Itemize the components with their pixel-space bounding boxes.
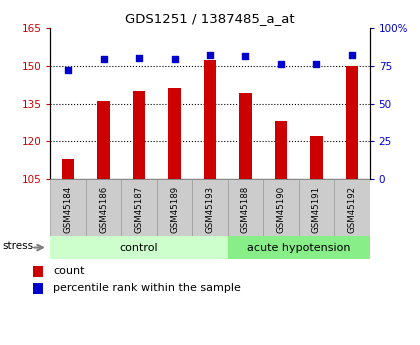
Point [313,61,320,67]
Bar [228,236,370,259]
Point [207,52,213,58]
Point [278,61,284,67]
Bar [33,283,43,294]
Bar [62,159,74,179]
Text: GSM45189: GSM45189 [170,186,179,233]
Bar [310,136,323,179]
Bar [263,179,299,236]
Text: count: count [53,266,85,276]
Bar [275,121,287,179]
Bar [157,179,192,236]
Text: acute hypotension: acute hypotension [247,243,350,253]
Bar [86,179,121,236]
Text: GSM45191: GSM45191 [312,186,321,233]
Bar [346,66,358,179]
Title: GDS1251 / 1387485_a_at: GDS1251 / 1387485_a_at [125,12,295,25]
Bar [239,93,252,179]
Bar [168,88,181,179]
Text: GSM45187: GSM45187 [134,186,144,234]
Bar [121,179,157,236]
Text: control: control [120,243,158,253]
Bar [192,179,228,236]
Text: GSM45188: GSM45188 [241,186,250,234]
Point [171,57,178,62]
Bar [97,101,110,179]
Point [242,54,249,59]
Text: GSM45192: GSM45192 [347,186,356,233]
Text: percentile rank within the sample: percentile rank within the sample [53,284,241,293]
Text: stress: stress [3,241,34,252]
Point [65,67,71,73]
Bar [133,91,145,179]
Point [100,57,107,62]
Bar [299,179,334,236]
Text: GSM45190: GSM45190 [276,186,286,233]
Point [136,55,142,61]
Bar [50,236,228,259]
Bar [228,179,263,236]
Text: GSM45193: GSM45193 [205,186,215,233]
Point [349,52,355,58]
Text: GSM45186: GSM45186 [99,186,108,234]
Text: GSM45184: GSM45184 [64,186,73,234]
Bar [33,266,43,277]
Bar [204,60,216,179]
Bar [50,179,86,236]
Bar [334,179,370,236]
